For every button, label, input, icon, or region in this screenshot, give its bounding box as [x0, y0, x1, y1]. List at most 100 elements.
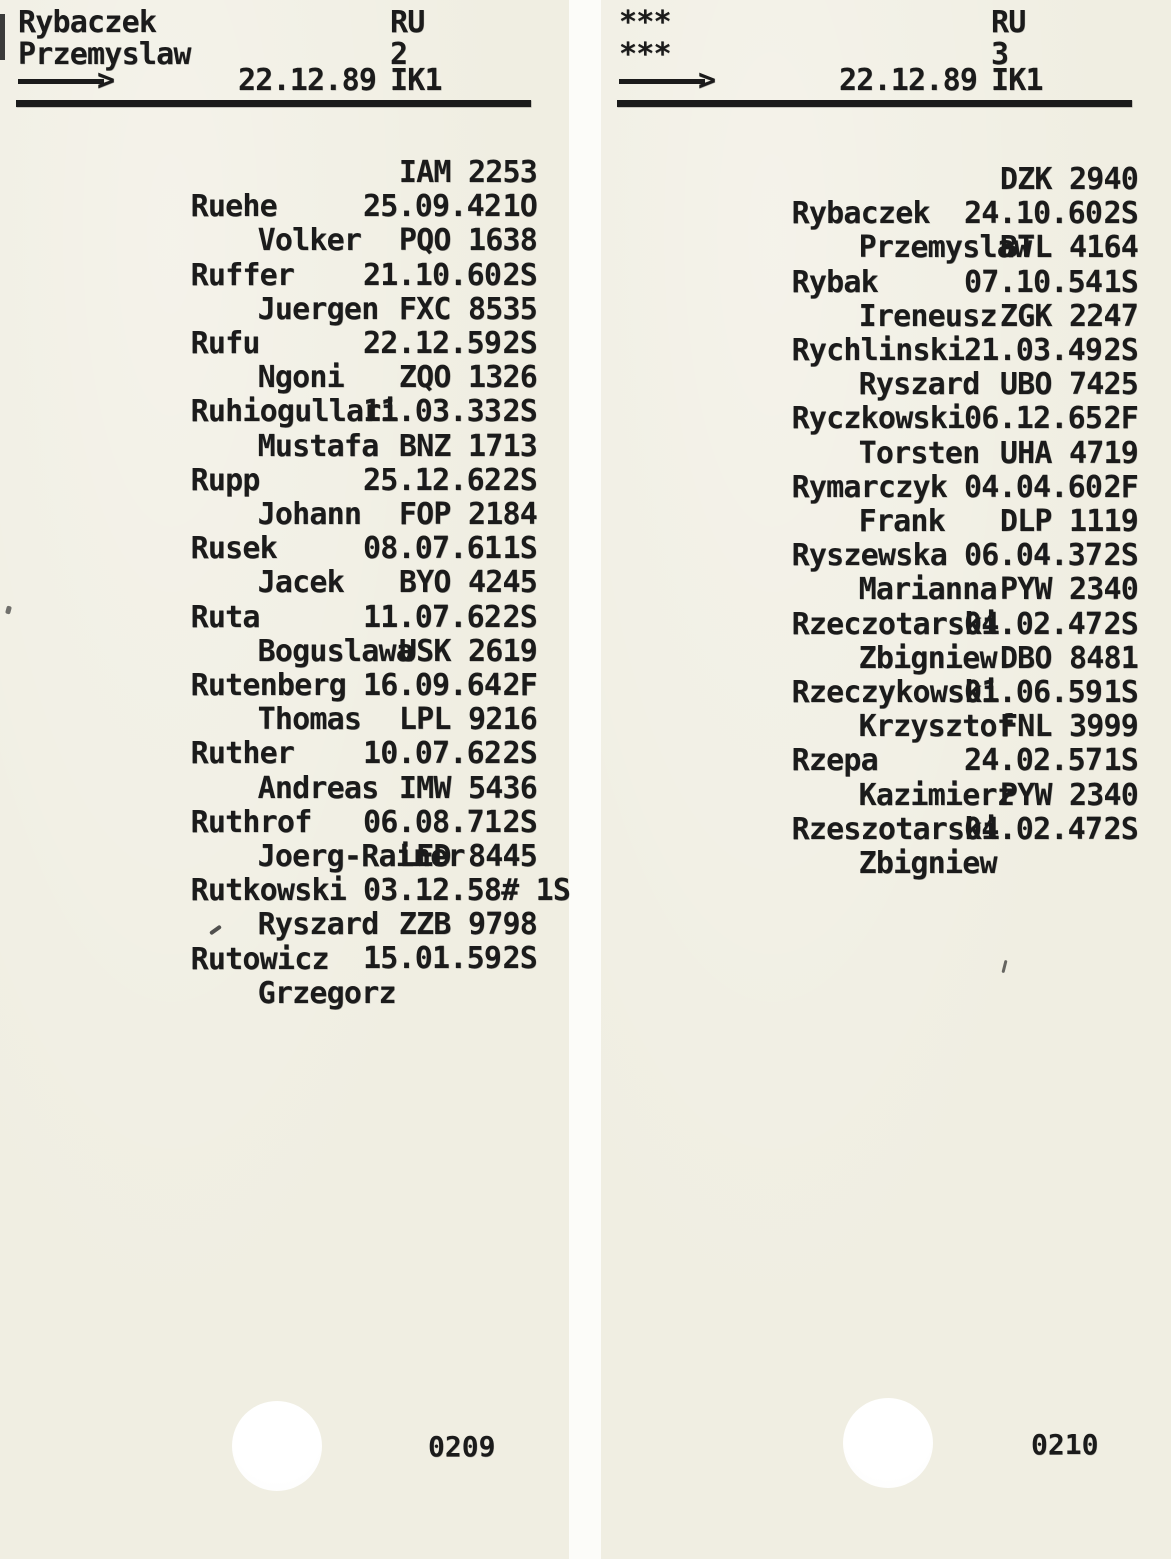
status-code: 2S [502, 736, 537, 772]
entry-given-line: Zbigniew 04.02.47 2S [601, 607, 1171, 676]
birth-date: 22.12.59 [363, 325, 502, 361]
person-entry: Ruffer PQO 1638 Juergen 21.10.60 2S [0, 223, 569, 327]
surname: Rychlinski [791, 332, 965, 368]
surname: Rzeszotarski [791, 811, 1000, 847]
person-entry: Ruthrof IMW 5436 Joerg-Rainer 06.08.71 2S [0, 770, 569, 874]
entry-code-column: UBO 7425 [964, 367, 1139, 402]
status-code: 2S [1103, 196, 1138, 232]
surname: Rybaczek [791, 196, 931, 232]
entry-code-column: BNZ 1713 [363, 429, 538, 464]
file-code: FOP 2184 [398, 496, 538, 532]
header-ref-surname: Rybaczek [18, 5, 157, 40]
file-code: LPL 9216 [398, 702, 538, 738]
status-code: 1O [502, 189, 537, 225]
given-name: Johann [257, 496, 362, 532]
given-name: Jacek [257, 565, 345, 601]
entry-surname-line: Rutenberg USK 2619 [0, 634, 569, 703]
entry-code-column: USK 2619 [363, 634, 538, 669]
person-entry: Ryczkowski UBO 7425 Torsten 06.12.65 2F [601, 367, 1171, 471]
surname: Ruthrof [190, 804, 313, 840]
file-code: IMW 5436 [398, 770, 538, 806]
person-entry: Rybaczek DZK 2940 Przemyslaw 24.10.60 2S [601, 162, 1171, 265]
file-code: FNL 3999 [999, 709, 1139, 745]
person-entry: Rupp BNZ 1713 Johann 25.12.62 2S [0, 429, 569, 532]
entry-surname-line: Ryczkowski UBO 7425 [601, 367, 1171, 436]
given-name: Ngoni [257, 360, 345, 396]
entry-code-column: PYW 2340 [964, 573, 1139, 607]
header-stars-line2: *** [619, 37, 672, 72]
entry-date-column: 04.04.60 2F [964, 469, 1139, 505]
birth-date: 24.10.60 [964, 196, 1103, 232]
entry-code-column: BYO 4245 [363, 566, 538, 600]
entry-surname-line: Rutowicz ZZB 9798 [0, 908, 569, 977]
entries-list: Ruehe IAM 2253 Volker 25.09.42 1O Ruffer … [0, 155, 571, 1010]
entry-surname-line: Ruta BYO 4245 [0, 566, 569, 635]
entry-date-column: 01.06.59 1S [964, 674, 1139, 710]
entry-surname-line: Rybaczek DZK 2940 [601, 162, 1171, 231]
entry-code-column: IMW 5436 [363, 770, 538, 806]
person-entry: Rutkowski LED 8445 Ryszard 03.12.58 # 1S [0, 839, 571, 942]
given-name: Zbigniew [858, 640, 998, 676]
given-name: Volker [257, 223, 362, 259]
status-code: 2S [1103, 332, 1138, 368]
header-stars-line1: *** [619, 5, 672, 40]
entry-date-column: 06.12.65 2F [964, 402, 1139, 436]
birth-date: 01.06.59 [964, 674, 1103, 710]
entry-code-column: ZQO 1326 [363, 360, 538, 395]
entry-given-line: Thomas 16.09.64 2F [0, 668, 569, 737]
entry-surname-line: Rutkowski LED 8445 [0, 839, 569, 908]
punch-hole [843, 1398, 933, 1488]
entry-code-column: LPL 9216 [363, 702, 538, 738]
status-code: # 1S [501, 873, 571, 909]
entry-date-column: 25.12.62 2S [363, 463, 538, 498]
status-code: 2S [502, 804, 537, 840]
person-entry: Ruta BYO 4245 Boguslawa 11.07.62 2S [0, 566, 569, 669]
entries-list: Rybaczek DZK 2940 Przemyslaw 24.10.60 2S … [601, 162, 1171, 880]
surname: Rufu [190, 325, 261, 361]
status-code: 2F [1103, 469, 1138, 505]
file-code: BTL 4164 [999, 230, 1139, 266]
surname: Rybak [791, 264, 879, 300]
index-card-left: Rybaczek Przemyslaw RU 2 22.12.89 IK1 > … [0, 0, 571, 1559]
file-code: UHA 4719 [999, 435, 1139, 471]
surname: Rusek [190, 531, 278, 567]
given-name: Torsten [858, 435, 981, 471]
birth-date: 21.10.60 [363, 257, 502, 293]
entry-code-column: ZGK 2247 [964, 299, 1139, 334]
surname: Ryczkowski [791, 401, 965, 437]
entry-date-column: 21.10.60 2S [363, 257, 538, 293]
header-divider [16, 100, 531, 107]
entry-code-column: ZZB 9798 [363, 908, 538, 942]
given-name: Zbigniew [858, 845, 998, 881]
entry-given-line: Ireneusz 07.10.54 1S [601, 265, 1171, 334]
entry-given-line: Jacek 08.07.61 1S [0, 531, 569, 600]
entry-given-line: Torsten 06.12.65 2F [601, 402, 1171, 471]
entry-code-column: FOP 2184 [363, 496, 538, 532]
birth-date: 11.03.33 [363, 394, 502, 430]
person-entry: Rzeczykowski DBO 8481 Krzysztof 01.06.59… [601, 641, 1171, 744]
surname: Rupp [190, 462, 261, 498]
given-name: Przemyslaw [858, 230, 1032, 266]
entry-surname-line: Ruehe IAM 2253 [0, 155, 569, 224]
surname: Ruther [190, 736, 295, 772]
status-code: 2S [502, 394, 537, 430]
person-entry: Rutenberg USK 2619 Thomas 16.09.64 2F [0, 634, 569, 737]
entry-code-column: DBO 8481 [964, 641, 1139, 676]
header-divider [617, 100, 1132, 107]
birth-date: 06.04.37 [964, 538, 1103, 574]
file-code: PQO 1638 [398, 223, 538, 259]
surname: Ruehe [190, 189, 278, 225]
status-code: 2S [1103, 538, 1138, 574]
entry-given-line: Mustafa 11.03.33 2S [0, 394, 569, 464]
file-code: IAM 2253 [398, 155, 538, 190]
person-entry: Ryszewska DLP 1119 Marianna 06.04.37 2S [601, 504, 1171, 607]
given-name: Grzegorz [257, 975, 397, 1011]
entry-code-column: LED 8445 [363, 839, 538, 874]
surname: Ryszewska [791, 538, 948, 574]
entry-surname-line: Rufu FXC 8535 [0, 292, 569, 361]
file-code: PYW 2340 [999, 777, 1139, 813]
entry-date-column: 11.07.62 2S [363, 600, 538, 635]
surname: Rzepa [791, 743, 879, 779]
entry-code-column: FNL 3999 [964, 709, 1139, 745]
given-name: Andreas [257, 770, 380, 806]
